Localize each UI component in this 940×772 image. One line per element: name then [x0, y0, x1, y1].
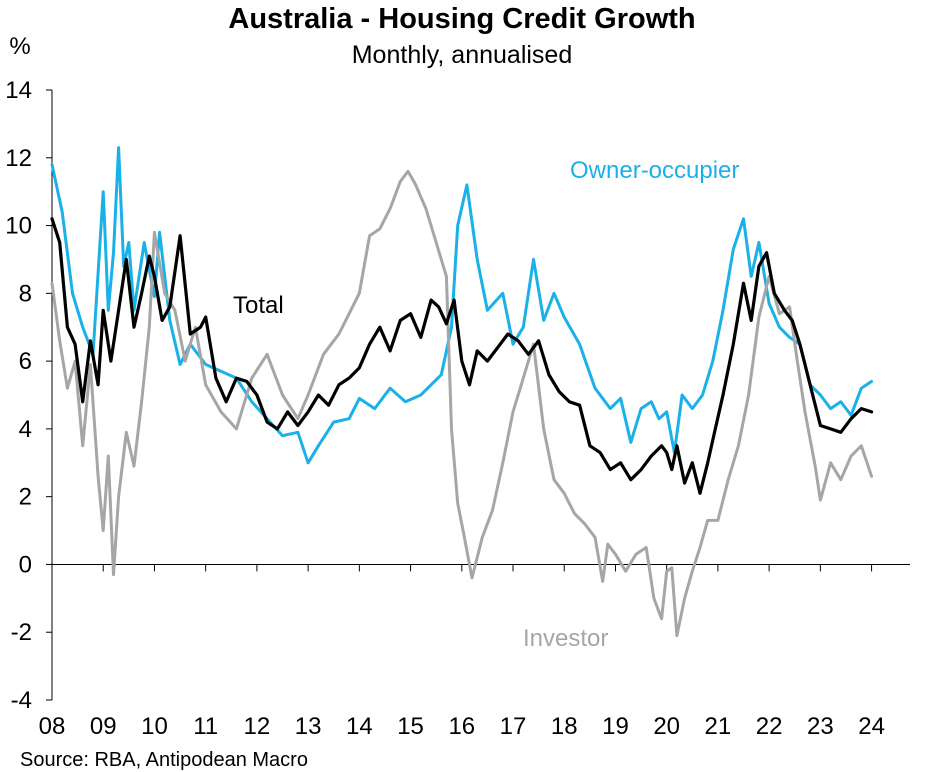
x-tick-label: 11: [193, 713, 218, 740]
x-tick-label: 15: [397, 713, 424, 740]
x-tick-label: 18: [551, 713, 578, 740]
x-tick-label: 08: [39, 713, 66, 740]
x-tick-label: 17: [500, 713, 527, 740]
chart-title: Australia - Housing Credit Growth: [228, 3, 695, 35]
y-tick-label: 2: [19, 484, 32, 511]
x-tick-label: 22: [756, 713, 783, 740]
x-tick-label: 14: [346, 713, 373, 740]
y-tick-label: 0: [19, 551, 32, 578]
total-label: Total: [233, 292, 284, 319]
y-tick-label: 12: [5, 145, 32, 172]
owner-occupier-label: Owner-occupier: [570, 157, 739, 184]
axes: [51, 90, 910, 700]
source-note: Source: RBA, Antipodean Macro: [20, 749, 308, 771]
series-lines: [50, 146, 874, 638]
y-tick-label: -2: [11, 619, 32, 646]
x-tick-label: 12: [244, 713, 271, 740]
x-tick-label: 09: [90, 713, 117, 740]
y-tick-label: 4: [19, 416, 32, 443]
investor-label: Investor: [523, 625, 608, 652]
x-tick-label: 16: [448, 713, 475, 740]
x-tick-label: 10: [141, 713, 168, 740]
y-tick-label: 10: [5, 213, 32, 240]
x-tick-label: 20: [653, 713, 680, 740]
x-tick-label: 19: [602, 713, 629, 740]
chart-subtitle: Monthly, annualised: [352, 41, 573, 69]
total-line: [50, 217, 874, 495]
x-axis-ticks: 08 09 10 11 12 13 14 15 16 17 18 19 20 21 22 23 24: [39, 564, 885, 740]
y-axis-unit: %: [9, 33, 30, 60]
x-tick-label: 23: [807, 713, 834, 740]
y-tick-label: 8: [19, 280, 32, 307]
y-tick-label: 14: [5, 77, 32, 104]
x-tick-label: 21: [705, 713, 732, 740]
x-tick-label: 13: [295, 713, 322, 740]
y-axis-ticks: 14 12 10 8 6 4 2 0 -2 -4: [5, 77, 52, 714]
y-tick-label: -4: [11, 687, 32, 714]
x-tick-label: 24: [858, 713, 885, 740]
y-tick-label: 6: [19, 348, 32, 375]
